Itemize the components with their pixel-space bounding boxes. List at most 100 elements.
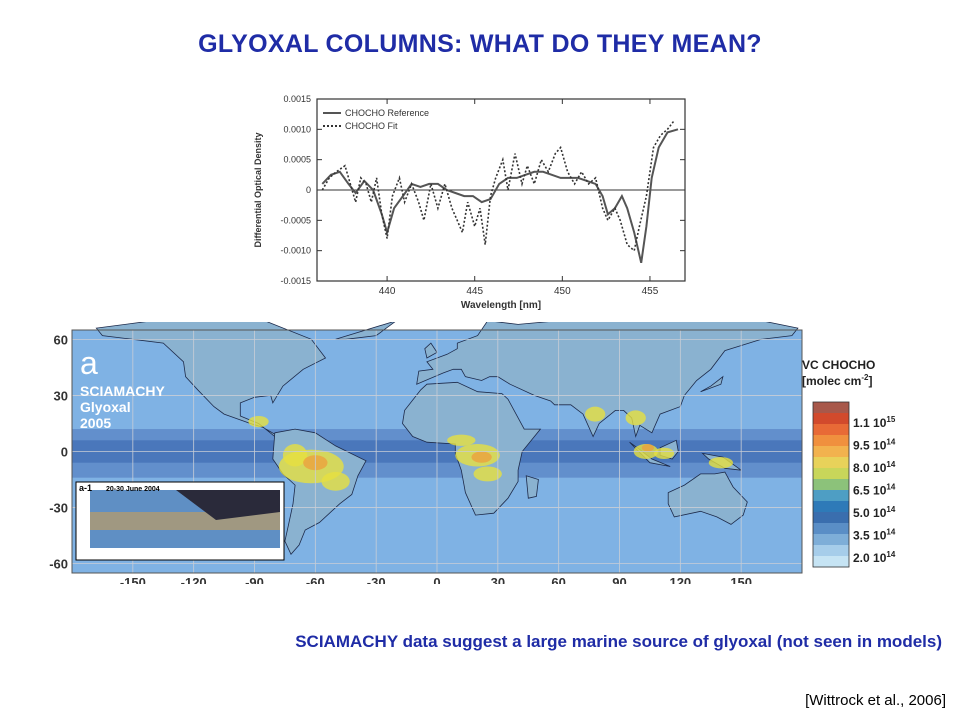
colorbar-frame xyxy=(812,401,850,568)
map-frame xyxy=(71,329,803,574)
lon-tick-label: -120 xyxy=(181,575,207,584)
colorbar-unit-close: ] xyxy=(868,374,872,388)
colorbar-unit-base: [molec cm xyxy=(802,374,861,388)
lat-tick-label: -60 xyxy=(49,557,68,572)
colorbar-label-exp: 14 xyxy=(886,528,895,537)
hotspot-1 xyxy=(321,472,350,491)
colorbar-swatch xyxy=(813,446,849,458)
colorbar-label-exp: 14 xyxy=(886,505,895,514)
y-tick-label: -0.0015 xyxy=(280,276,311,286)
colorbar-unit-exp: -2 xyxy=(861,373,869,382)
y-tick-label: 0 xyxy=(306,185,311,195)
y-tick-label: 0.0010 xyxy=(283,124,311,134)
colorbar-label-mantissa: 5.0 10 xyxy=(853,506,887,520)
colorbar-swatch xyxy=(813,501,849,513)
x-axis-label: Wavelength [nm] xyxy=(461,300,541,311)
inset-label: a-1 xyxy=(79,483,92,493)
colorbar-label-mantissa: 8.0 10 xyxy=(853,461,887,475)
lat-tick-label: -30 xyxy=(49,501,68,516)
lat-tick-label: 60 xyxy=(54,332,68,347)
landmass-4 xyxy=(667,471,748,525)
hotspot-4 xyxy=(473,466,502,482)
inset-land xyxy=(176,490,280,520)
hotspot-2 xyxy=(282,444,308,467)
colorbar-label-exp: 14 xyxy=(886,483,895,492)
colorbar-swatch xyxy=(813,413,849,425)
series-line-0 xyxy=(321,128,679,264)
lon-tick-label: 60 xyxy=(551,575,565,584)
legend-entry: CHOCHO Fit xyxy=(345,121,398,131)
colorbar-swatch xyxy=(813,435,849,447)
lon-tick-label: 30 xyxy=(491,575,505,584)
page-title: GLYOXAL COLUMNS: WHAT DO THEY MEAN? xyxy=(198,30,762,58)
y-tick-label: -0.0010 xyxy=(280,246,311,256)
citation: [Wittrock et al., 2006] xyxy=(805,692,946,709)
lon-tick-label: -90 xyxy=(245,575,264,584)
landmass-3 xyxy=(416,322,799,438)
colorbar-label: 5.0 1014 xyxy=(853,505,896,520)
peak-1 xyxy=(471,451,492,463)
colorbar-swatch xyxy=(813,402,849,414)
spectrum-legend: CHOCHO Reference CHOCHO Fit xyxy=(323,108,429,131)
colorbar-label: 8.0 1014 xyxy=(853,460,896,475)
colorbar-label-mantissa: 9.5 10 xyxy=(853,439,887,453)
colorbar-label-mantissa: 1.1 10 xyxy=(853,416,887,430)
landmass-11 xyxy=(700,375,724,393)
lon-tick-label: 150 xyxy=(730,575,752,584)
spectrum-chart: -0.0015 -0.0010 -0.0005 0 0.0005 0.0010 0.0015… xyxy=(253,94,686,311)
x-tick-label: 445 xyxy=(466,286,483,297)
series-line-1 xyxy=(321,119,676,253)
colorbar-label-exp: 15 xyxy=(886,415,895,424)
lat-tick-label: 30 xyxy=(54,388,68,403)
colorbar-label-exp: 14 xyxy=(886,460,895,469)
y-tick-label: -0.0005 xyxy=(280,215,311,225)
colorbar-swatch xyxy=(813,534,849,546)
colorbar-label: 1.1 1015 xyxy=(853,415,896,430)
lat-tick-label: 0 xyxy=(61,445,68,460)
colorbar-swatch xyxy=(813,479,849,491)
legend-entry: CHOCHO Reference xyxy=(345,108,429,118)
colorbar-title: VC CHOCHO xyxy=(802,358,875,372)
lon-tick-label: 0 xyxy=(433,575,440,584)
landmass-8 xyxy=(525,475,539,499)
panel-title-line: 2005 xyxy=(80,415,111,431)
inset-title: 20-30 June 2004 xyxy=(106,486,160,493)
colorbar-label-mantissa: 2.0 10 xyxy=(853,551,887,565)
colorbar-swatch xyxy=(813,490,849,502)
x-tick-label: 440 xyxy=(379,286,396,297)
colorbar-label: 3.5 1014 xyxy=(853,528,896,543)
y-axis-label: Differential Optical Density xyxy=(253,132,263,247)
hotspot-8 xyxy=(625,410,646,426)
colorbar-swatch xyxy=(813,512,849,524)
lon-tick-label: -150 xyxy=(120,575,146,584)
x-tick-label: 455 xyxy=(642,286,659,297)
landmass-10 xyxy=(424,342,438,359)
peak-2 xyxy=(641,444,654,452)
lon-tick-label: -60 xyxy=(306,575,325,584)
colorbar-label: 6.5 1014 xyxy=(853,483,896,498)
colorbar-label-mantissa: 6.5 10 xyxy=(853,484,887,498)
lon-tick-label: 90 xyxy=(612,575,626,584)
colorbar-label-exp: 14 xyxy=(886,550,895,559)
colorbar-swatch xyxy=(813,468,849,480)
colorbar-swatch xyxy=(813,424,849,436)
caption: SCIAMACHY data suggest a large marine so… xyxy=(295,632,942,651)
colorbar-label-exp: 14 xyxy=(886,438,895,447)
lon-tick-label: -30 xyxy=(367,575,386,584)
spectrum-series xyxy=(321,119,679,264)
lon-tick-label: 120 xyxy=(669,575,691,584)
x-tick-label: 450 xyxy=(554,286,571,297)
spectrum-axes: -0.0015 -0.0010 -0.0005 0 0.0005 0.0010 0.0015… xyxy=(253,94,686,311)
colorbar-swatch xyxy=(813,457,849,469)
colorbar-swatch xyxy=(813,556,849,568)
colorbar-unit: [molec cm-2] xyxy=(802,373,872,388)
y-tick-label: 0.0005 xyxy=(283,155,311,165)
colorbar-label: 9.5 1014 xyxy=(853,438,896,453)
colorbar-swatch xyxy=(813,523,849,535)
hotspot-11 xyxy=(585,406,606,422)
hotspot-5 xyxy=(447,434,476,446)
y-tick-label: 0.0015 xyxy=(283,94,311,104)
